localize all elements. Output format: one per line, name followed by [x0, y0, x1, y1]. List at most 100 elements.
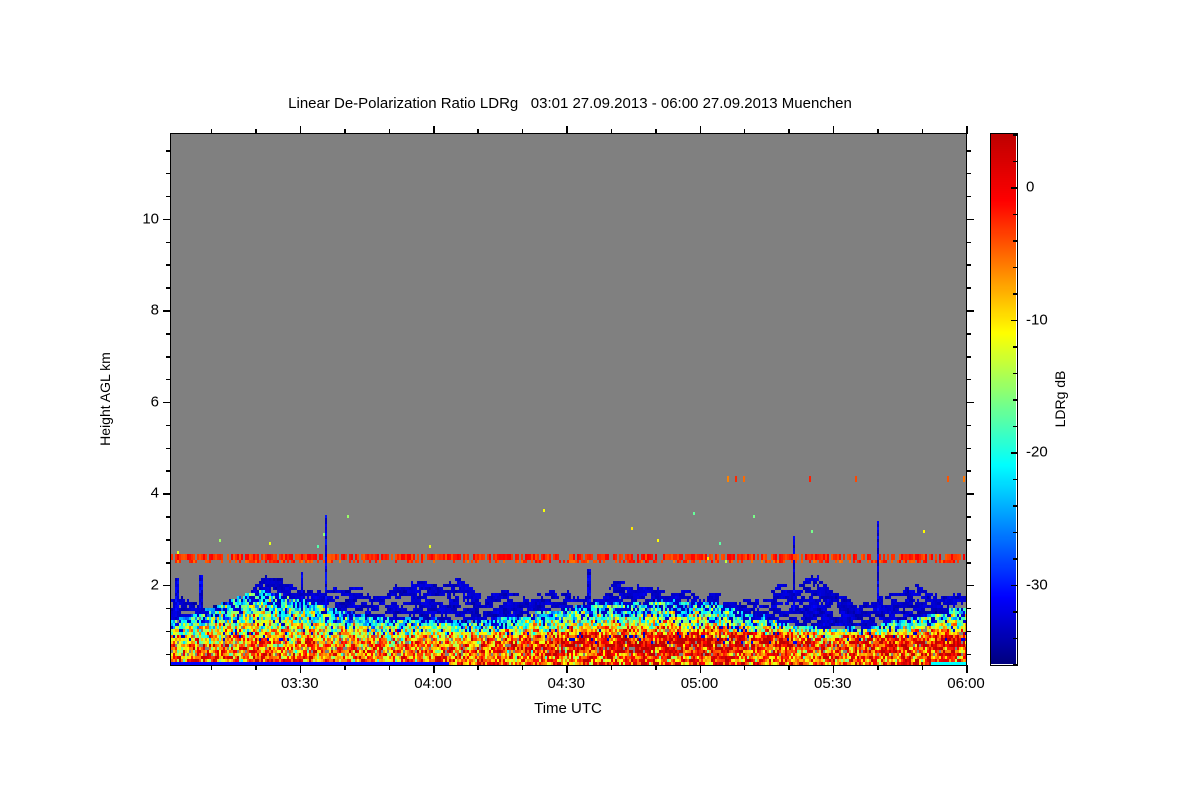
colorbar-tick-major: [1011, 584, 1018, 586]
y-tick-label: 4: [150, 484, 159, 502]
heatmap-canvas: [171, 134, 966, 665]
x-tick-minor: [743, 665, 746, 670]
figure-title: Linear De-Polarization Ratio LDRg 03:01 …: [288, 95, 852, 112]
x-tick-minor: [255, 665, 257, 670]
y-tick-minor: [966, 562, 971, 564]
y-tick-minor: [966, 653, 971, 656]
y-tick-minor: [166, 630, 171, 633]
y-tick-minor: [966, 447, 971, 450]
x-tick-minor: [388, 129, 391, 134]
y-tick-minor: [166, 195, 171, 198]
x-tick-minor: [477, 129, 479, 134]
y-tick-minor: [166, 653, 171, 656]
x-tick-minor: [610, 665, 613, 670]
y-tick-minor: [166, 172, 171, 175]
colorbar-tick-minor: [1013, 637, 1018, 639]
colorbar-tick-label: -10: [1026, 311, 1048, 328]
y-tick-minor: [166, 607, 171, 610]
x-tick-major: [433, 665, 435, 673]
y-tick-major: [163, 493, 171, 495]
y-tick-minor: [966, 241, 971, 244]
x-tick-minor: [477, 665, 479, 670]
x-tick-label: 04:00: [414, 675, 452, 692]
x-tick-minor: [344, 665, 346, 670]
y-tick-minor: [166, 447, 171, 450]
colorbar-tick-major: [1011, 187, 1018, 189]
x-tick-minor: [788, 129, 790, 134]
colorbar-tick-minor: [1013, 531, 1018, 533]
y-tick-minor: [966, 195, 971, 198]
x-tick-major: [299, 126, 302, 134]
y-tick-label: 8: [150, 301, 159, 319]
y-tick-minor: [966, 264, 971, 266]
y-tick-minor: [166, 539, 171, 541]
x-tick-major: [433, 126, 435, 134]
x-tick-minor: [743, 129, 746, 134]
colorbar-tick-minor: [1013, 293, 1018, 295]
y-tick-label: 10: [142, 210, 159, 228]
colorbar-tick-minor: [1013, 399, 1018, 401]
x-tick-minor: [388, 665, 391, 670]
y-tick-minor: [966, 333, 971, 335]
colorbar-tick-minor: [1013, 134, 1018, 136]
colorbar-title: LDRg dB: [1052, 370, 1068, 428]
x-tick-label: 04:30: [547, 675, 586, 692]
x-tick-minor: [521, 129, 524, 134]
colorbar-tick-major: [1011, 319, 1018, 321]
x-tick-major: [699, 126, 702, 134]
colorbar-tick-minor: [1013, 346, 1018, 348]
y-tick-minor: [166, 562, 171, 564]
y-tick-major: [966, 493, 974, 495]
x-axis-title: Time UTC: [534, 700, 602, 717]
x-tick-minor: [921, 665, 924, 670]
colorbar-tick-minor: [1013, 611, 1018, 613]
y-tick-label: 2: [150, 576, 159, 594]
x-tick-minor: [655, 129, 657, 134]
y-tick-major: [966, 584, 974, 587]
colorbar-tick-minor: [1013, 425, 1018, 427]
y-tick-minor: [966, 539, 971, 541]
colorbar[interactable]: 0 -10 -20 -30: [990, 133, 1048, 666]
y-tick-minor: [966, 607, 971, 610]
x-tick-major: [566, 126, 568, 134]
x-tick-major: [832, 665, 835, 673]
x-tick-major: [699, 665, 702, 673]
colorbar-tick-label: 0: [1026, 178, 1035, 196]
colorbar-tick-minor: [1013, 240, 1018, 242]
x-tick-minor: [210, 129, 213, 134]
x-tick-label: 05:30: [813, 675, 852, 692]
y-tick-minor: [166, 287, 171, 289]
colorbar-tick-label: -30: [1026, 576, 1048, 593]
y-tick-minor: [166, 424, 171, 427]
x-tick-minor: [255, 129, 257, 134]
x-tick-minor: [610, 129, 613, 134]
y-tick-minor: [966, 516, 971, 518]
x-tick-minor: [921, 129, 924, 134]
y-tick-minor: [966, 356, 971, 358]
x-tick-minor: [521, 665, 524, 670]
y-tick-minor: [166, 378, 171, 381]
colorbar-gradient: [991, 134, 1016, 664]
y-tick-minor: [966, 630, 971, 633]
x-tick-label: 06:00: [947, 675, 985, 692]
x-tick-minor: [877, 129, 879, 134]
y-tick-minor: [966, 470, 971, 472]
y-tick-major: [966, 218, 974, 221]
x-tick-minor: [655, 665, 657, 670]
x-tick-major: [966, 665, 968, 673]
y-tick-major: [966, 401, 974, 404]
y-tick-minor: [166, 516, 171, 518]
y-tick-major: [966, 310, 974, 312]
y-tick-minor: [966, 424, 971, 427]
colorbar-tick-major: [1011, 452, 1018, 454]
y-tick-minor: [966, 172, 971, 175]
colorbar-tick-label: -20: [1026, 443, 1048, 461]
x-tick-minor: [788, 665, 790, 670]
plot-area[interactable]: 2 4 6 8 10 03:30 04:00 04:30 05:00 05:30 06:00: [142, 126, 985, 692]
x-tick-minor: [344, 129, 346, 134]
colorbar-tick-minor: [1013, 505, 1018, 507]
y-tick-minor: [166, 264, 171, 266]
y-tick-major: [163, 310, 171, 312]
y-tick-major: [163, 401, 171, 404]
